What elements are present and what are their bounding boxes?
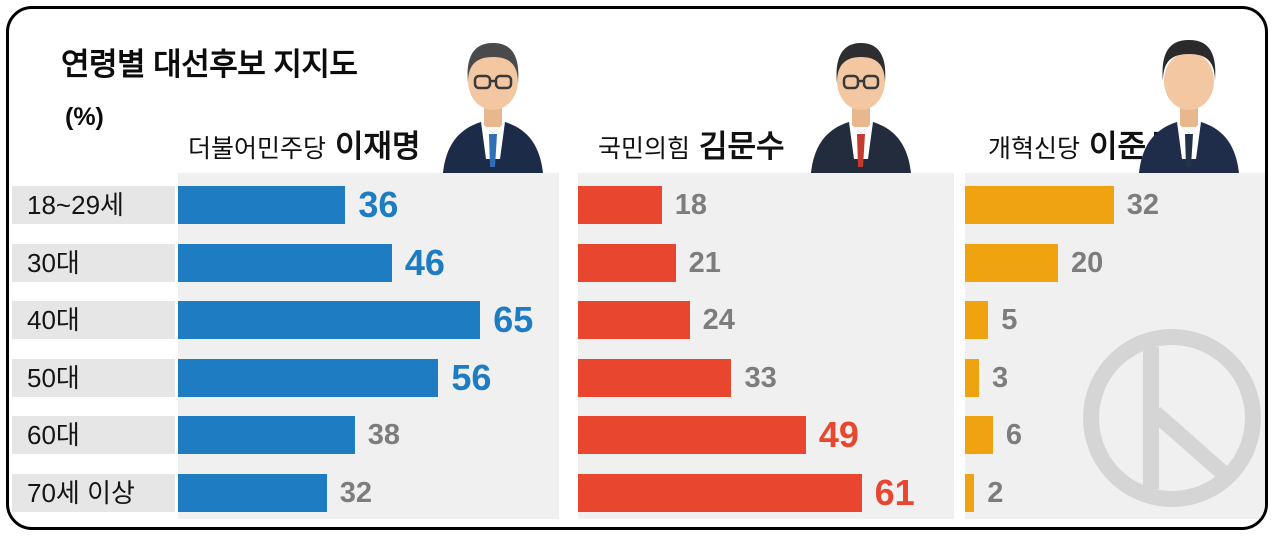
bar-row: 61 <box>578 474 954 512</box>
chart-title: 연령별 대선후보 지지도 <box>61 47 358 82</box>
bar-value-label: 61 <box>874 472 915 513</box>
bar-value-label: 33 <box>744 361 777 394</box>
portrait-lee-jae-myung <box>443 43 543 173</box>
bar-value-label: 3 <box>991 361 1009 394</box>
bar-value-label: 49 <box>818 414 859 456</box>
bar-이재명-40대 <box>178 301 481 340</box>
bar-value-label: 21 <box>688 246 721 279</box>
bar-row: 56 <box>178 356 559 398</box>
candidate-header-lee-jae-myung: 더불어민주당 이재명 <box>188 121 421 166</box>
chart-panel-kim-moon-soo: 18 21 24 33 49 61 <box>578 173 954 519</box>
chart-panel-lee-jun-seok: 32 20 5 3 6 2 <box>965 173 1265 519</box>
age-group-label: 50대 <box>27 362 80 393</box>
bar-row: 3 <box>965 358 1265 397</box>
portrait-kim-moon-soo <box>811 43 911 173</box>
bar-김문수-40대 <box>578 301 690 340</box>
bar-value-label: 32 <box>339 477 373 509</box>
bar-value-label: 65 <box>493 299 534 341</box>
bar-row: 38 <box>178 416 559 455</box>
candidate-header-kim-moon-soo: 국민의힘 김문수 <box>598 121 785 166</box>
bar-value-label: 36 <box>358 184 399 225</box>
bar-이준석-30대 <box>965 243 1058 282</box>
bar-이재명-18~29세 <box>178 186 346 224</box>
portrait-lee-jun-seok <box>1139 40 1239 173</box>
bar-row: 49 <box>578 414 954 456</box>
age-group-label: 70세 이상 <box>27 478 135 508</box>
bar-이준석-50대 <box>965 358 979 397</box>
bar-김문수-50대 <box>578 358 732 397</box>
bar-이재명-50대 <box>178 358 439 397</box>
bar-이준석-70세 이상 <box>965 474 975 512</box>
bar-row: 2 <box>965 474 1265 512</box>
bar-row: 65 <box>178 299 559 341</box>
bar-value-label: 18 <box>674 189 707 221</box>
age-row-stripe <box>12 243 175 282</box>
party-name: 개혁신당 <box>988 135 1081 163</box>
bar-value-label: 6 <box>1005 419 1023 452</box>
bar-이재명-30대 <box>178 243 392 282</box>
bar-이준석-18~29세 <box>965 186 1114 224</box>
bar-row: 24 <box>578 301 954 340</box>
age-group-label: 40대 <box>27 305 80 336</box>
bar-row: 5 <box>965 301 1265 340</box>
age-group-label: 30대 <box>27 247 80 278</box>
bar-value-label: 2 <box>987 477 1004 509</box>
infographic-frame: 연령별 대선후보 지지도 (%) 18~29세 30대 40대 50대 60대 70세 이… <box>6 6 1268 530</box>
candidate-name: 김문수 <box>699 129 785 164</box>
bar-row: 18 <box>578 186 954 224</box>
bar-value-label: 20 <box>1071 246 1104 279</box>
age-row-stripe <box>12 186 175 224</box>
bar-value-label: 56 <box>451 356 492 398</box>
bar-row: 46 <box>178 241 559 283</box>
bar-김문수-70세 이상 <box>578 474 862 512</box>
age-group-label: 60대 <box>27 420 80 451</box>
bar-row: 6 <box>965 416 1265 455</box>
unit-label: (%) <box>65 103 104 131</box>
bar-value-label: 46 <box>404 241 445 283</box>
bar-김문수-18~29세 <box>578 186 662 224</box>
age-row-stripe <box>12 474 175 512</box>
bar-value-label: 38 <box>367 419 400 452</box>
bar-row: 21 <box>578 243 954 282</box>
party-name: 국민의힘 <box>598 135 691 163</box>
bar-김문수-30대 <box>578 243 676 282</box>
bar-row: 32 <box>965 186 1265 224</box>
chart-panel-lee-jae-myung: 36 46 65 56 38 32 <box>178 173 559 519</box>
age-row-stripe <box>12 358 175 397</box>
bar-value-label: 24 <box>702 304 735 337</box>
age-row-stripe <box>12 416 175 455</box>
bar-김문수-60대 <box>578 416 806 455</box>
bar-이준석-60대 <box>965 416 993 455</box>
bar-row: 32 <box>178 474 559 512</box>
bar-value-label: 5 <box>1001 304 1018 337</box>
bar-row: 33 <box>578 358 954 397</box>
bar-이재명-60대 <box>178 416 355 455</box>
bar-이준석-40대 <box>965 301 989 340</box>
bar-row: 20 <box>965 243 1265 282</box>
candidate-name: 이재명 <box>335 129 421 164</box>
bar-row: 36 <box>178 186 559 224</box>
party-name: 더불어민주당 <box>188 135 327 163</box>
ballot-stamp-watermark <box>1083 329 1261 507</box>
bar-value-label: 32 <box>1126 189 1160 221</box>
age-row-stripe <box>12 301 175 340</box>
bar-이재명-70세 이상 <box>178 474 327 512</box>
age-group-label: 18~29세 <box>27 190 124 220</box>
